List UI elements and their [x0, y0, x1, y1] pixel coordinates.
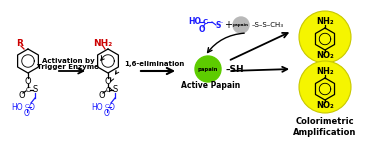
Text: C: C: [25, 104, 29, 110]
Circle shape: [195, 56, 221, 82]
Text: NO₂: NO₂: [316, 100, 334, 110]
Text: O: O: [19, 90, 25, 100]
Text: S: S: [33, 86, 38, 94]
Text: NH₂: NH₂: [316, 17, 334, 27]
Text: S: S: [112, 86, 118, 94]
Text: NH₂: NH₂: [316, 67, 334, 76]
Text: S: S: [215, 21, 221, 31]
Text: ⁻: ⁻: [219, 22, 223, 28]
Text: O: O: [99, 90, 105, 100]
Text: O: O: [25, 76, 31, 86]
Text: R: R: [17, 39, 23, 49]
Text: NO₂: NO₂: [316, 51, 334, 59]
Circle shape: [299, 11, 351, 63]
Text: HO: HO: [189, 17, 201, 27]
Text: +: +: [224, 20, 232, 30]
Text: –SH: –SH: [225, 65, 244, 73]
Text: NH₂: NH₂: [93, 39, 113, 49]
Text: Active Papain: Active Papain: [181, 82, 241, 90]
Text: O: O: [104, 110, 110, 118]
Text: C: C: [105, 87, 110, 93]
Text: O: O: [24, 110, 30, 118]
Text: 1,6-elimination: 1,6-elimination: [124, 61, 184, 67]
Text: Colorimetric
Amplification: Colorimetric Amplification: [293, 117, 357, 137]
Text: O: O: [105, 76, 111, 86]
Text: –S–S–CH₃: –S–S–CH₃: [252, 22, 284, 28]
Text: C: C: [105, 104, 109, 110]
Circle shape: [233, 17, 249, 33]
Text: O: O: [109, 103, 115, 111]
Text: Activation by
Trigger Enzyme: Activation by Trigger Enzyme: [37, 58, 99, 70]
Text: papain: papain: [198, 66, 218, 72]
Circle shape: [299, 61, 351, 113]
Text: O: O: [29, 103, 35, 111]
Text: C: C: [26, 87, 30, 93]
Text: HO: HO: [11, 103, 23, 111]
Text: HO: HO: [91, 103, 103, 111]
Text: papain: papain: [233, 23, 249, 27]
Text: C: C: [203, 19, 208, 25]
Text: O: O: [199, 24, 205, 34]
